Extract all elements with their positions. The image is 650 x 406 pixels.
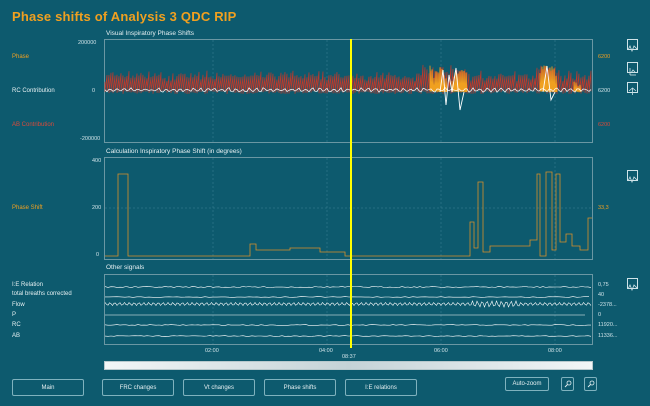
calc-phase-panel[interactable]: [104, 157, 593, 260]
phase-trace: [429, 65, 448, 93]
other-signals-panel[interactable]: [104, 274, 593, 345]
ab-trace: [104, 335, 592, 337]
zoom-out-button[interactable]: [584, 377, 597, 391]
zoom-in-icon: [564, 380, 571, 388]
calc-ytick-0: 0: [96, 252, 100, 258]
flow-value: -2378...: [598, 302, 617, 308]
phase-trace: [573, 81, 582, 93]
flow-trace: [104, 300, 592, 308]
time-tick-0400: 04:00: [319, 348, 333, 354]
page-title: Phase shifts of Analysis 3 QDC RIP: [12, 9, 237, 24]
zoom-out-icon: [587, 380, 594, 388]
rc-contribution-trace: [104, 86, 592, 93]
rc-value: 11920...: [598, 322, 618, 328]
phase-label: Phase: [12, 54, 30, 60]
phase-shifts-button[interactable]: Phase shifts: [264, 379, 336, 396]
visual-phase-panel[interactable]: [104, 39, 593, 143]
auto-zoom-button[interactable]: Auto-zoom: [505, 377, 549, 391]
visual-ytick-mid: 0: [92, 88, 96, 94]
cursor-time-readout: 08:37: [342, 354, 356, 360]
ie-relations-button[interactable]: I:E relations: [345, 379, 417, 396]
visual-right-rc: 6200: [598, 88, 611, 94]
zoom-in-button[interactable]: [561, 377, 574, 391]
visual-ytick-top: 200000: [78, 40, 97, 46]
calc-ytick-200: 200: [92, 205, 102, 211]
rc-trace: [104, 324, 591, 326]
time-tick-0200: 02:00: [205, 348, 219, 354]
ie-relation-label: I:E Relation: [12, 282, 44, 288]
phase-shift-trace: [105, 171, 592, 257]
rc-contribution-label: RC Contribution: [12, 88, 55, 94]
calc-right-value: 33,3: [598, 205, 609, 211]
total-breaths-label: total breaths corrected: [12, 291, 72, 297]
total-breaths-trace: [105, 296, 589, 298]
frc-changes-button[interactable]: FRC changes: [102, 379, 174, 396]
other-panel-title: Other signals: [106, 264, 145, 271]
visual-right-phase: 6200: [598, 54, 611, 60]
ab-value: 11336...: [598, 333, 618, 339]
ie-relation-trace: [104, 286, 592, 288]
rc-spike-trace: [542, 65, 556, 102]
calc-panel-title: Calculation Inspiratory Phase Shift (in …: [106, 148, 242, 155]
ie-relation-value: 0,75: [598, 282, 609, 288]
visual-panel-title: Visual Inspiratory Phase Shifts: [106, 30, 195, 37]
visual-right-ab: 6200: [598, 122, 611, 128]
calc-ytick-400: 400: [92, 158, 102, 164]
ab-label: AB: [12, 333, 21, 339]
phase-shift-label: Phase Shift: [12, 205, 43, 211]
marker-icon[interactable]: [627, 82, 638, 95]
main-button[interactable]: Main: [12, 379, 84, 396]
waveform-icon[interactable]: [627, 39, 638, 53]
flow-label: Flow: [12, 302, 25, 308]
time-tick-0800: 08:00: [548, 348, 562, 354]
rc-label: RC: [12, 322, 21, 328]
waveform-icon[interactable]: [627, 170, 638, 184]
total-breaths-value: 40: [598, 292, 605, 298]
vt-changes-button[interactable]: Vt changes: [183, 379, 255, 396]
timeline-scrollbar[interactable]: [104, 361, 593, 370]
ab-contribution-label: AB Contribution: [12, 122, 55, 128]
waveform-icon[interactable]: [627, 278, 638, 292]
rc-spike-trace: [439, 67, 465, 111]
ab-contribution-trace: [104, 64, 592, 95]
time-tick-0600: 06:00: [434, 348, 448, 354]
p-value: 0: [598, 312, 602, 318]
visual-ytick-bottom: -200000: [80, 136, 101, 142]
cursor-icon[interactable]: [627, 62, 638, 76]
p-label: P: [12, 312, 17, 318]
